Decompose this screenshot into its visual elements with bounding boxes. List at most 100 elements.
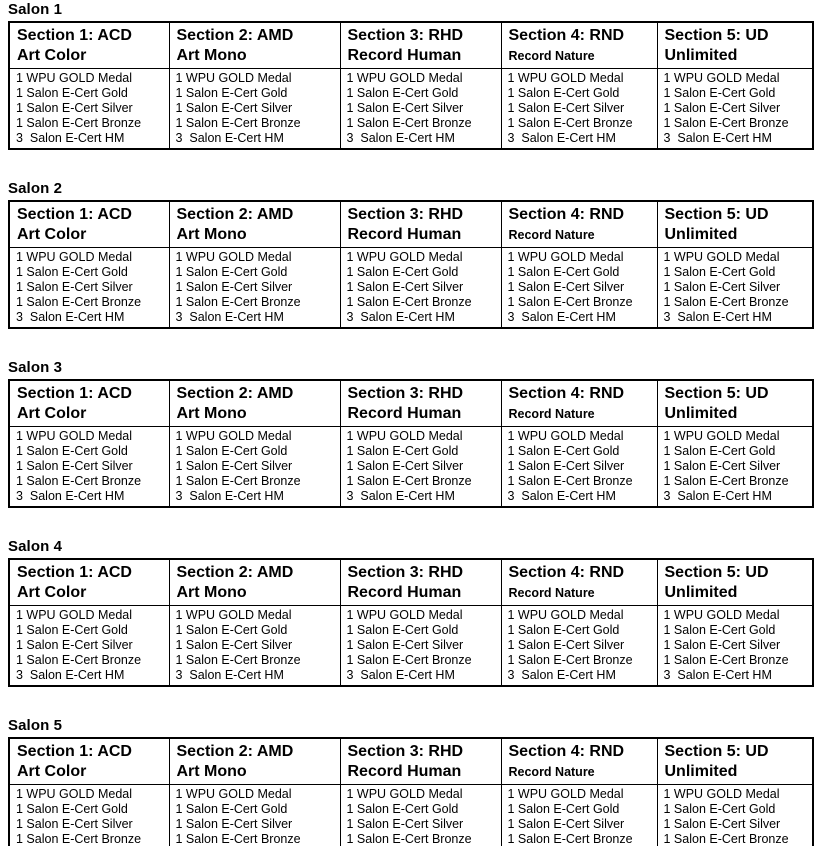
section-header-cell: Section 5: UD Unlimited — [656, 737, 814, 785]
section-awards-cell: 1 WPU GOLD Medal 1 Salon E-Cert Gold 1 Sal… — [8, 784, 170, 846]
table-header-row: Section 1: ACD Art Color Section 2: AMD … — [8, 200, 814, 248]
award-line: 1 Salon E-Cert Bronze — [507, 832, 633, 846]
section-awards-cell: 1 WPU GOLD Medal 1 Salon E-Cert Gold 1 Sal… — [8, 68, 170, 150]
award-line: 1 WPU GOLD Medal — [16, 608, 133, 622]
award-line: 1 Salon E-Cert Bronze — [175, 295, 301, 309]
award-line: 1 Salon E-Cert Silver — [16, 280, 133, 294]
award-line: 1 Salon E-Cert Gold — [16, 86, 128, 100]
section-awards-cell: 1 WPU GOLD Medal 1 Salon E-Cert Gold 1 Sal… — [339, 426, 502, 508]
section-awards-cell: 1 WPU GOLD Medal 1 Salon E-Cert Gold 1 Sal… — [8, 605, 170, 687]
section-name: Art Color — [17, 584, 87, 601]
award-line: 1 WPU GOLD Medal — [507, 429, 624, 443]
section-code: Section 1: ACD — [17, 564, 132, 581]
section-name: Record Human — [347, 226, 462, 243]
salon-block: Salon 3 Section 1: ACD Art Color Section… — [8, 359, 814, 508]
section-code: Section 5: UD — [664, 743, 769, 760]
award-line: 3 Salon E-Cert HM — [175, 310, 284, 324]
award-line: 1 Salon E-Cert Silver — [507, 817, 625, 831]
award-line: 1 Salon E-Cert Bronze — [663, 653, 789, 667]
award-line: 1 Salon E-Cert Bronze — [16, 474, 142, 488]
section-awards-cell: 1 WPU GOLD Medal 1 Salon E-Cert Gold 1 Sal… — [656, 605, 814, 687]
section-awards-cell: 1 WPU GOLD Medal 1 Salon E-Cert Gold 1 Sal… — [168, 605, 341, 687]
award-line: 1 WPU GOLD Medal — [507, 71, 624, 85]
award-line: 1 Salon E-Cert Silver — [346, 638, 464, 652]
section-header-cell: Section 2: AMD Art Mono — [168, 737, 341, 785]
section-header-cell: Section 2: AMD Art Mono — [168, 200, 341, 248]
section-code: Section 5: UD — [664, 27, 769, 44]
salon-title: Salon 3 — [8, 359, 63, 376]
section-code: Section 3: RHD — [347, 206, 464, 223]
award-line: 1 Salon E-Cert Silver — [663, 638, 781, 652]
section-header-cell: Section 3: RHD Record Human — [339, 379, 502, 427]
award-line: 1 WPU GOLD Medal — [663, 787, 780, 801]
section-name: Art Mono — [176, 584, 247, 601]
section-header-cell: Section 1: ACD Art Color — [8, 737, 170, 785]
award-line: 1 Salon E-Cert Silver — [16, 101, 133, 115]
award-line: 3 Salon E-Cert HM — [16, 310, 125, 324]
section-header-cell: Section 5: UD Unlimited — [656, 558, 814, 606]
section-name: Record Human — [347, 584, 462, 601]
section-code: Section 3: RHD — [347, 27, 464, 44]
section-name: Art Color — [17, 405, 87, 422]
award-line: 1 Salon E-Cert Silver — [175, 280, 293, 294]
table-body-row: 1 WPU GOLD Medal 1 Salon E-Cert Gold 1 Sal… — [8, 68, 814, 150]
section-awards-cell: 1 WPU GOLD Medal 1 Salon E-Cert Gold 1 Sal… — [339, 605, 502, 687]
award-line: 1 Salon E-Cert Silver — [663, 459, 781, 473]
award-line: 1 Salon E-Cert Gold — [346, 265, 459, 279]
section-name: Record Nature — [508, 228, 595, 242]
award-line: 1 Salon E-Cert Gold — [663, 623, 776, 637]
section-awards-cell: 1 WPU GOLD Medal 1 Salon E-Cert Gold 1 Sal… — [500, 426, 658, 508]
section-code: Section 4: RND — [508, 27, 625, 44]
section-awards-cell: 1 WPU GOLD Medal 1 Salon E-Cert Gold 1 Sal… — [168, 247, 341, 329]
section-code: Section 2: AMD — [176, 743, 294, 760]
award-line: 1 WPU GOLD Medal — [175, 71, 292, 85]
award-line: 3 Salon E-Cert HM — [16, 668, 125, 682]
award-line: 1 Salon E-Cert Silver — [663, 101, 781, 115]
section-header-cell: Section 4: RND Record Nature — [500, 558, 658, 606]
section-header-cell: Section 5: UD Unlimited — [656, 379, 814, 427]
section-code: Section 1: ACD — [17, 27, 132, 44]
award-line: 1 Salon E-Cert Gold — [663, 444, 776, 458]
award-line: 1 Salon E-Cert Silver — [16, 459, 133, 473]
award-line: 1 WPU GOLD Medal — [507, 787, 624, 801]
section-header-cell: Section 5: UD Unlimited — [656, 200, 814, 248]
award-line: 1 Salon E-Cert Bronze — [507, 653, 633, 667]
award-line: 3 Salon E-Cert HM — [16, 489, 125, 503]
award-line: 1 Salon E-Cert Bronze — [507, 474, 633, 488]
award-line: 1 Salon E-Cert Bronze — [16, 653, 142, 667]
award-line: 3 Salon E-Cert HM — [663, 310, 772, 324]
award-line: 1 Salon E-Cert Gold — [346, 444, 459, 458]
section-awards-cell: 1 WPU GOLD Medal 1 Salon E-Cert Gold 1 Sal… — [656, 247, 814, 329]
award-line: 3 Salon E-Cert HM — [175, 489, 284, 503]
section-code: Section 4: RND — [508, 564, 625, 581]
award-line: 3 Salon E-Cert HM — [16, 131, 125, 145]
section-awards-cell: 1 WPU GOLD Medal 1 Salon E-Cert Gold 1 Sal… — [500, 68, 658, 150]
award-line: 1 Salon E-Cert Gold — [16, 802, 128, 816]
section-awards-cell: 1 WPU GOLD Medal 1 Salon E-Cert Gold 1 Sal… — [168, 784, 341, 846]
section-header-cell: Section 3: RHD Record Human — [339, 737, 502, 785]
award-line: 1 Salon E-Cert Bronze — [346, 116, 472, 130]
section-header-cell: Section 4: RND Record Nature — [500, 379, 658, 427]
section-name: Unlimited — [664, 226, 738, 243]
award-line: 3 Salon E-Cert HM — [663, 668, 772, 682]
section-header-cell: Section 4: RND Record Nature — [500, 737, 658, 785]
section-code: Section 2: AMD — [176, 385, 294, 402]
section-awards-cell: 1 WPU GOLD Medal 1 Salon E-Cert Gold 1 Sal… — [339, 68, 502, 150]
award-line: 1 Salon E-Cert Gold — [663, 802, 776, 816]
award-line: 1 WPU GOLD Medal — [346, 71, 463, 85]
section-header-cell: Section 3: RHD Record Human — [339, 558, 502, 606]
section-header-cell: Section 4: RND Record Nature — [500, 200, 658, 248]
award-line: 1 Salon E-Cert Gold — [507, 444, 620, 458]
award-line: 1 Salon E-Cert Bronze — [175, 116, 301, 130]
award-line: 1 Salon E-Cert Gold — [175, 802, 288, 816]
award-line: 1 Salon E-Cert Gold — [175, 444, 288, 458]
salon-awards-table: Section 1: ACD Art Color Section 2: AMD … — [8, 737, 814, 846]
section-header-cell: Section 1: ACD Art Color — [8, 21, 170, 69]
section-awards-cell: 1 WPU GOLD Medal 1 Salon E-Cert Gold 1 Sal… — [500, 247, 658, 329]
award-line: 1 Salon E-Cert Bronze — [346, 295, 472, 309]
award-line: 1 WPU GOLD Medal — [175, 250, 292, 264]
section-code: Section 5: UD — [664, 564, 769, 581]
award-line: 3 Salon E-Cert HM — [663, 131, 772, 145]
award-line: 3 Salon E-Cert HM — [507, 131, 616, 145]
award-line: 1 Salon E-Cert Bronze — [346, 653, 472, 667]
